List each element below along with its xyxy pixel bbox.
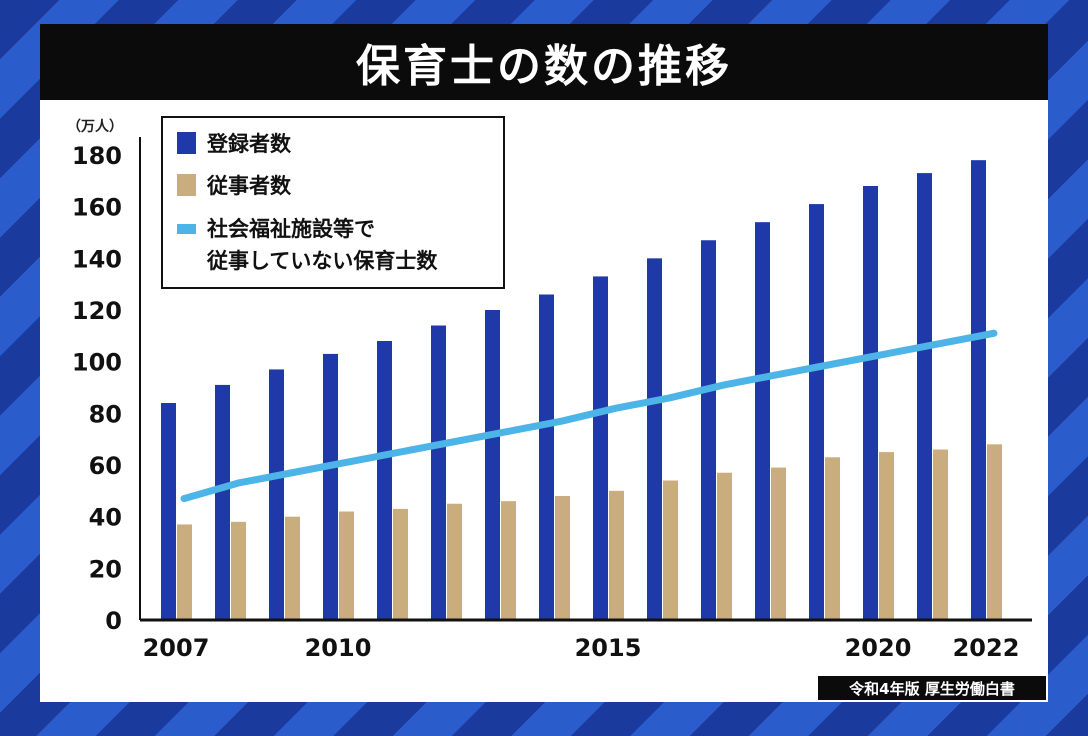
bar-employed (501, 501, 516, 620)
source-label: 令和4年版 厚生労働白書 (818, 676, 1046, 700)
y-tick-label: 160 (72, 194, 122, 222)
x-tick-label: 2010 (305, 634, 372, 662)
line-not-working (180, 329, 998, 503)
y-tick-label: 140 (72, 245, 122, 273)
y-axis-unit-label: （万人） (67, 118, 123, 135)
bar-registered (755, 222, 770, 620)
bar-employed (987, 444, 1002, 620)
bar-registered (431, 325, 446, 620)
y-tick-label: 60 (89, 452, 122, 480)
bar-employed (717, 472, 732, 620)
bar-employed (933, 449, 948, 620)
legend-label-employed: 従事者数 (206, 174, 292, 198)
bar-employed (177, 524, 192, 620)
legend-label-registered: 登録者数 (206, 132, 292, 156)
legend-box (161, 116, 505, 289)
bar-employed (771, 467, 786, 620)
bar-registered (269, 369, 284, 620)
bar-employed (663, 480, 678, 620)
bar-registered (485, 310, 500, 620)
bar-registered (647, 258, 662, 620)
bar-registered (863, 186, 878, 620)
legend-swatch-not-working (177, 224, 196, 234)
title-bar: 保育士の数の推移 (40, 24, 1048, 100)
legend-label-not-working: 社会福祉施設等で (206, 217, 375, 241)
bar-registered (215, 384, 230, 620)
y-tick-label: 80 (89, 400, 122, 428)
x-tick-label: 2020 (845, 634, 912, 662)
x-tick-label: 2007 (143, 634, 210, 662)
bar-employed (231, 521, 246, 620)
bar-employed (879, 452, 894, 620)
legend-swatch-employed (177, 174, 196, 196)
bar-registered (971, 160, 986, 620)
chart-title: 保育士の数の推移 (356, 41, 732, 92)
bar-registered (323, 353, 338, 620)
legend-swatch-registered (177, 132, 196, 154)
y-tick-label: 40 (89, 504, 122, 532)
y-tick-label: 120 (72, 297, 122, 325)
y-tick-label: 20 (89, 555, 122, 583)
y-tick-label: 180 (72, 142, 122, 170)
bar-registered (701, 240, 716, 620)
bar-employed (393, 508, 408, 620)
bar-registered (377, 341, 392, 620)
bar-registered (593, 276, 608, 620)
bar-employed (285, 516, 300, 620)
legend-label-not-working: 従事していない保育士数 (206, 249, 438, 273)
bar-registered (161, 403, 176, 620)
y-tick-label: 100 (72, 349, 122, 377)
bar-registered (917, 173, 932, 621)
bar-registered (539, 294, 554, 620)
bar-employed (825, 457, 840, 620)
x-tick-label: 2015 (575, 634, 642, 662)
bar-employed (555, 496, 570, 620)
bar-registered (809, 204, 824, 621)
bar-employed (609, 490, 624, 620)
bar-employed (339, 511, 354, 620)
bar-employed (447, 503, 462, 620)
y-tick-label: 0 (105, 607, 122, 635)
x-tick-label: 2022 (953, 634, 1020, 662)
